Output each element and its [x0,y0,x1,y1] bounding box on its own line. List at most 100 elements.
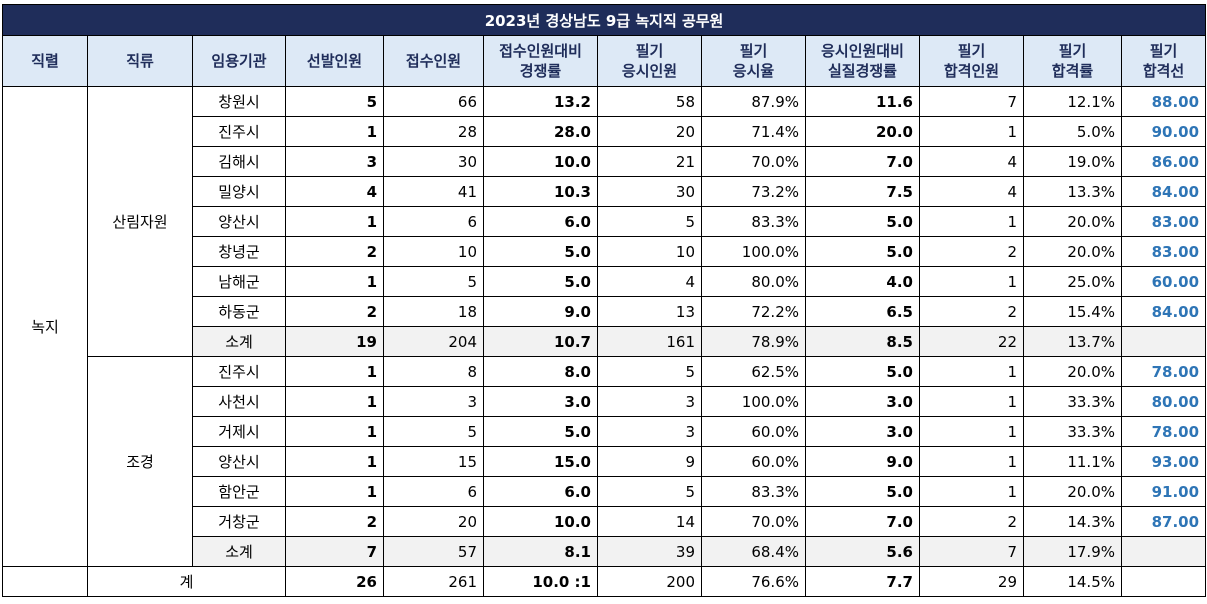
sel-cell: 1 [285,386,384,417]
rate-cell: 62.5% [701,356,806,387]
rate-cell: 100.0% [701,386,806,417]
org-cell: 창녕군 [192,236,286,267]
cut-cell: 86.00 [1120,146,1207,177]
rate-cell: 80.0% [701,266,806,297]
took-cell: 5 [597,476,702,507]
pass-cell: 2 [919,236,1024,267]
pass-cell: 1 [919,356,1024,387]
org-cell: 진주시 [192,116,286,147]
took-cell: 4 [597,266,702,297]
took-cell: 5 [597,206,702,237]
column-header: 직류 [87,35,193,87]
column-header: 응시인원대비 실질경쟁률 [805,35,920,87]
rate-cell: 73.2% [701,176,806,207]
series-cell-empty [2,566,88,597]
sel-cell: 1 [285,356,384,387]
rate-cell: 71.4% [701,116,806,147]
sel-cell: 1 [285,116,384,147]
prate-cell: 19.0% [1023,146,1122,177]
took-cell: 13 [597,296,702,327]
sel-cell: 2 [285,236,384,267]
pass-cell: 1 [919,266,1024,297]
column-header: 임용기관 [192,35,286,87]
comp-cell: 13.2 [483,86,598,117]
real-cell: 7.0 [805,506,920,537]
real-cell: 5.6 [805,536,920,567]
took-cell: 21 [597,146,702,177]
took-cell: 3 [597,386,702,417]
cut-cell: 88.00 [1120,86,1207,117]
pass-cell: 1 [919,476,1024,507]
real-cell: 3.0 [805,386,920,417]
real-cell: 4.0 [805,266,920,297]
comp-cell: 6.0 [483,206,598,237]
comp-cell: 10.3 [483,176,598,207]
cut-cell: 80.00 [1120,386,1207,417]
app-cell: 18 [383,296,484,327]
table-row: 밀양시 4 41 10.3 30 73.2% 7.5 4 13.3% 84.00 [3,176,1207,207]
real-cell: 7.7 [805,566,920,597]
comp-cell: 3.0 [483,386,598,417]
real-cell: 6.5 [805,296,920,327]
took-cell: 161 [597,326,702,357]
cut-cell: 78.00 [1120,356,1207,387]
subtotal-row: 소계 19 204 10.7 161 78.9% 8.5 22 13.7% [3,326,1207,357]
real-cell: 7.0 [805,146,920,177]
app-cell: 57 [383,536,484,567]
sel-cell: 4 [285,176,384,207]
rate-cell: 60.0% [701,416,806,447]
org-cell: 하동군 [192,296,286,327]
total-label: 계 [87,566,286,597]
cut-cell: 84.00 [1120,296,1207,327]
rate-cell: 72.2% [701,296,806,327]
table-row: 조경 진주시 1 8 8.0 5 62.5% 5.0 1 20.0% 78.00 [3,356,1207,567]
column-header: 접수인원 [383,35,484,87]
prate-cell: 20.0% [1023,476,1122,507]
subseries-cell: 산림자원 [87,86,193,357]
app-cell: 66 [383,86,484,117]
cut-cell [1120,326,1207,357]
app-cell: 10 [383,236,484,267]
cut-cell: 78.00 [1120,416,1207,447]
real-cell: 20.0 [805,116,920,147]
comp-cell: 8.0 [483,356,598,387]
took-cell: 10 [597,236,702,267]
real-cell: 5.0 [805,476,920,507]
table-row: 함안군 1 6 6.0 5 83.3% 5.0 1 20.0% 91.00 [3,476,1207,507]
prate-cell: 14.3% [1023,506,1122,537]
prate-cell: 14.5% [1023,566,1122,597]
app-cell: 28 [383,116,484,147]
column-header: 접수인원대비 경쟁률 [483,35,598,87]
sel-cell: 26 [285,566,384,597]
recruitment-table: 2023년 경상남도 9급 녹지직 공무원 직렬 직류 임용기관 선발인원 접수인원 접수… [1,4,1207,597]
sel-cell: 5 [285,86,384,117]
column-header: 필기 합격률 [1023,35,1122,87]
took-cell: 200 [597,566,702,597]
org-cell: 거제시 [192,416,286,447]
org-cell: 창원시 [192,86,286,117]
column-header: 필기 응시인원 [597,35,702,87]
sel-cell: 3 [285,146,384,177]
comp-cell: 10.0 :1 [483,566,598,597]
comp-cell: 6.0 [483,476,598,507]
app-cell: 15 [383,446,484,477]
cut-cell: 83.00 [1120,206,1207,237]
cut-cell: 87.00 [1120,506,1207,537]
app-cell: 6 [383,476,484,507]
table-row: 양산시 1 15 15.0 9 60.0% 9.0 1 11.1% 93.00 [3,446,1207,477]
org-cell: 소계 [192,326,286,357]
pass-cell: 2 [919,506,1024,537]
comp-cell: 9.0 [483,296,598,327]
table-row: 남해군 1 5 5.0 4 80.0% 4.0 1 25.0% 60.00 [3,266,1207,297]
prate-cell: 33.3% [1023,386,1122,417]
took-cell: 9 [597,446,702,477]
real-cell: 9.0 [805,446,920,477]
sel-cell: 2 [285,296,384,327]
rate-cell: 83.3% [701,476,806,507]
table-row: 김해시 3 30 10.0 21 70.0% 7.0 4 19.0% 86.00 [3,146,1207,177]
real-cell: 5.0 [805,236,920,267]
sel-cell: 1 [285,266,384,297]
real-cell: 11.6 [805,86,920,117]
prate-cell: 12.1% [1023,86,1122,117]
prate-cell: 20.0% [1023,356,1122,387]
